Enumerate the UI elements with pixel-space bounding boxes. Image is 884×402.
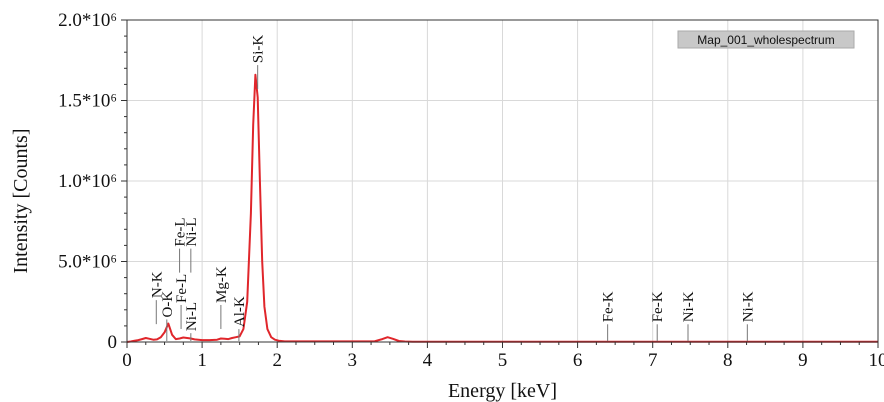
peak-label: Ni-K xyxy=(681,291,697,322)
peak-annotation: Ni-K xyxy=(681,291,697,341)
peak-annotation: Fe-K xyxy=(650,291,666,341)
peak-label: Fe-K xyxy=(650,291,666,322)
peak-annotation: Ni-L xyxy=(184,302,200,341)
peak-annotation: Ni-L xyxy=(184,217,200,273)
y-tick-label: 5.0*10⁶ xyxy=(58,252,117,273)
y-tick-label: 0 xyxy=(108,332,118,353)
peak-label: Fe-L xyxy=(174,274,190,303)
legend-box xyxy=(677,30,855,49)
peak-label: Fe-L xyxy=(173,217,189,246)
legend: Map_001_wholespectrum xyxy=(677,30,855,49)
x-axis-title: Energy [keV] xyxy=(448,380,557,402)
peak-annotation: Al-K xyxy=(232,296,248,341)
peak-label: Ni-L xyxy=(184,217,200,246)
peak-label: Si-K xyxy=(251,35,267,64)
y-axis-title: Intensity [Counts] xyxy=(10,129,32,274)
x-tick-label: 9 xyxy=(798,350,808,371)
x-tick-label: 10 xyxy=(869,350,884,371)
x-tick-label: 3 xyxy=(348,350,358,371)
peak-annotation: Fe-K xyxy=(601,291,617,341)
peak-annotation: Fe-L xyxy=(174,274,190,329)
y-tick-label: 2.0*10⁶ xyxy=(58,10,117,31)
peak-label: N-K xyxy=(149,271,165,298)
peak-label: Fe-K xyxy=(601,291,617,322)
x-tick-label: 7 xyxy=(648,350,658,371)
peak-annotation: N-K xyxy=(149,271,165,325)
axis-ticks: 0 1 2 3 4 5 6 7 8 9 10 0 5.0*10⁶ 1.0*10⁶ 1.5*10⁶ 2.0*10… xyxy=(58,10,884,371)
x-tick-label: 1 xyxy=(197,350,207,371)
x-tick-label: 5 xyxy=(498,350,508,371)
y-tick-label: 1.0*10⁶ xyxy=(58,171,117,192)
peak-label: Al-K xyxy=(232,296,248,327)
y-tick-label: 1.5*10⁶ xyxy=(58,91,117,112)
x-tick-label: 0 xyxy=(122,350,132,371)
legend-label: Map_001_wholespectrum xyxy=(697,33,834,47)
x-tick-label: 4 xyxy=(423,350,433,371)
x-tick-label: 2 xyxy=(272,350,282,371)
peak-annotation: Si-K xyxy=(251,35,267,90)
peak-annotation: Mg-K xyxy=(214,266,230,329)
x-tick-label: 6 xyxy=(573,350,583,371)
peak-label: O-K xyxy=(160,291,176,318)
peak-annotation: Ni-K xyxy=(740,291,756,341)
peak-annotations: N-KO-KFe-LFe-LNi-LNi-LMg-KAl-KSi-KFe-K Fe… xyxy=(149,35,756,341)
peak-label: Mg-K xyxy=(214,266,230,303)
peak-label: Ni-L xyxy=(184,302,200,331)
peak-annotation: O-K xyxy=(160,291,176,341)
peak-annotation: Fe-L xyxy=(173,217,189,273)
peak-label: Ni-K xyxy=(740,291,756,322)
grid xyxy=(127,20,878,342)
x-tick-label: 8 xyxy=(723,350,733,371)
